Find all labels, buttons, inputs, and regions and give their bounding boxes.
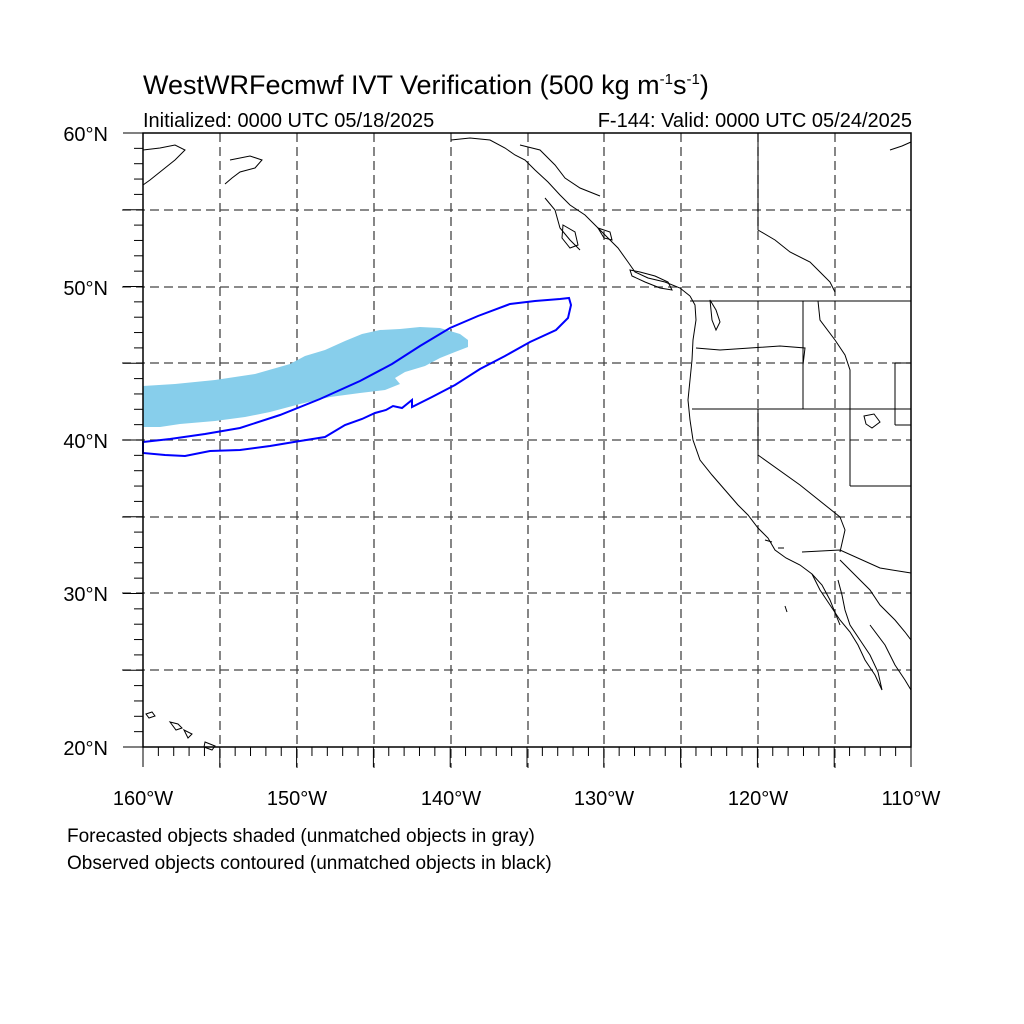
observed-note: Observed objects contoured (unmatched ob…: [67, 853, 552, 874]
political-borders: [690, 133, 912, 574]
gridlines: [122, 133, 911, 768]
lat-label-50: 50°N: [63, 278, 108, 300]
lon-label-130: 130°W: [574, 788, 634, 810]
lon-tick-labels: 160°W 150°W 140°W 130°W 120°W 110°W: [113, 788, 941, 810]
lat-label-20: 20°N: [63, 738, 108, 760]
lon-label-110: 110°W: [882, 788, 941, 810]
initialized-time: Initialized: 0000 UTC 05/18/2025: [143, 110, 435, 132]
valid-time: F-144: Valid: 0000 UTC 05/24/2025: [597, 110, 912, 132]
map-title: WestWRFecmwf IVT Verification (500 kg m-…: [143, 70, 709, 100]
coastlines: [142, 137, 912, 751]
lon-label-140: 140°W: [421, 788, 481, 810]
observed-ivt-contour: [142, 296, 573, 458]
lat-tick-labels: 20°N 30°N 40°N 50°N 60°N: [63, 124, 108, 760]
forecast-note: Forecasted objects shaded (unmatched obj…: [67, 826, 535, 847]
forecast-ivt-object: [143, 327, 468, 427]
lon-label-120: 120°W: [728, 788, 788, 810]
lat-label-60: 60°N: [63, 124, 108, 146]
axis-ticks: [123, 132, 912, 767]
lat-label-30: 30°N: [63, 584, 108, 606]
lon-label-150: 150°W: [267, 788, 327, 810]
lat-label-40: 40°N: [63, 431, 108, 453]
lon-label-160: 160°W: [113, 788, 173, 810]
